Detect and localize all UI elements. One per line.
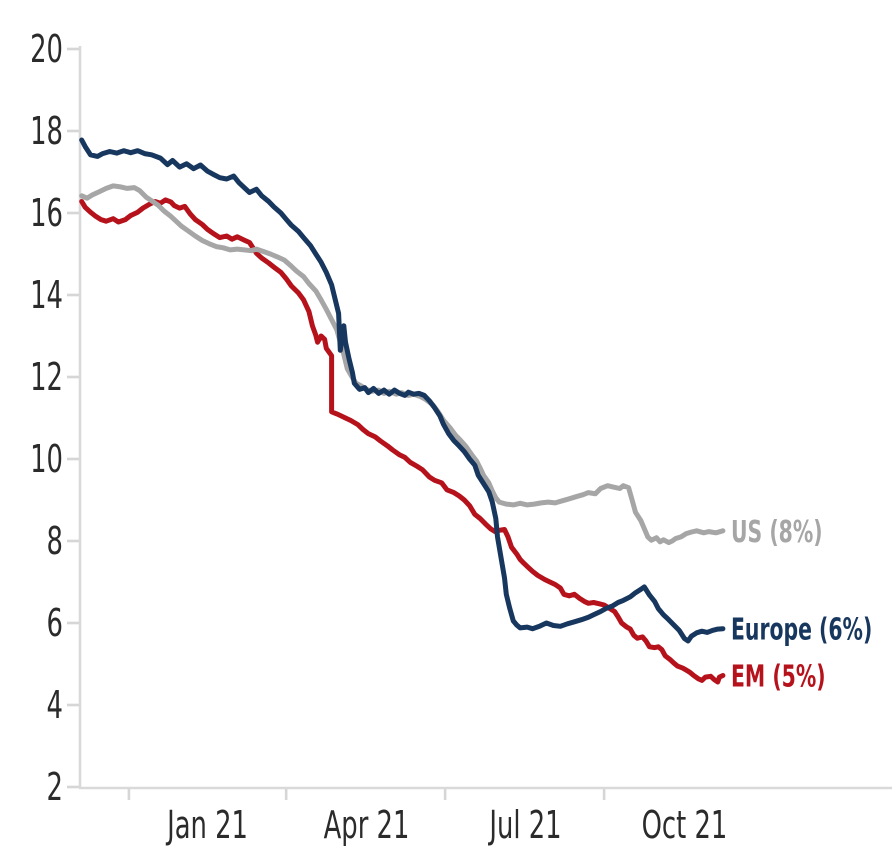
- x-axis-tick-label: Jan 21: [165, 803, 248, 847]
- y-axis-tick-label: 14: [30, 273, 63, 317]
- y-axis-tick-label: 12: [30, 355, 63, 399]
- y-axis-tick-label: 6: [47, 601, 63, 645]
- y-axis-tick-label: 2: [47, 765, 63, 809]
- x-axis-tick-label: Jul 21: [488, 803, 562, 847]
- x-axis-tick-label: Apr 21: [324, 803, 410, 847]
- y-axis-tick-label: 10: [30, 437, 63, 481]
- y-axis-tick-label: 8: [47, 519, 63, 563]
- series-label-em: EM (5%): [731, 660, 826, 695]
- series-line-europe: [79, 137, 726, 644]
- series-label-europe: Europe (6%): [731, 613, 872, 648]
- y-axis-tick-label: 16: [30, 191, 63, 235]
- y-axis-tick-label: 20: [30, 27, 63, 71]
- x-axis-tick-label: Oct 21: [642, 803, 728, 847]
- y-axis-tick-label: 4: [47, 683, 63, 727]
- series-label-us: US (8%): [731, 515, 823, 550]
- series-line-em: [79, 197, 726, 685]
- y-axis-tick-label: 18: [30, 109, 63, 153]
- series-line-us: [79, 183, 726, 546]
